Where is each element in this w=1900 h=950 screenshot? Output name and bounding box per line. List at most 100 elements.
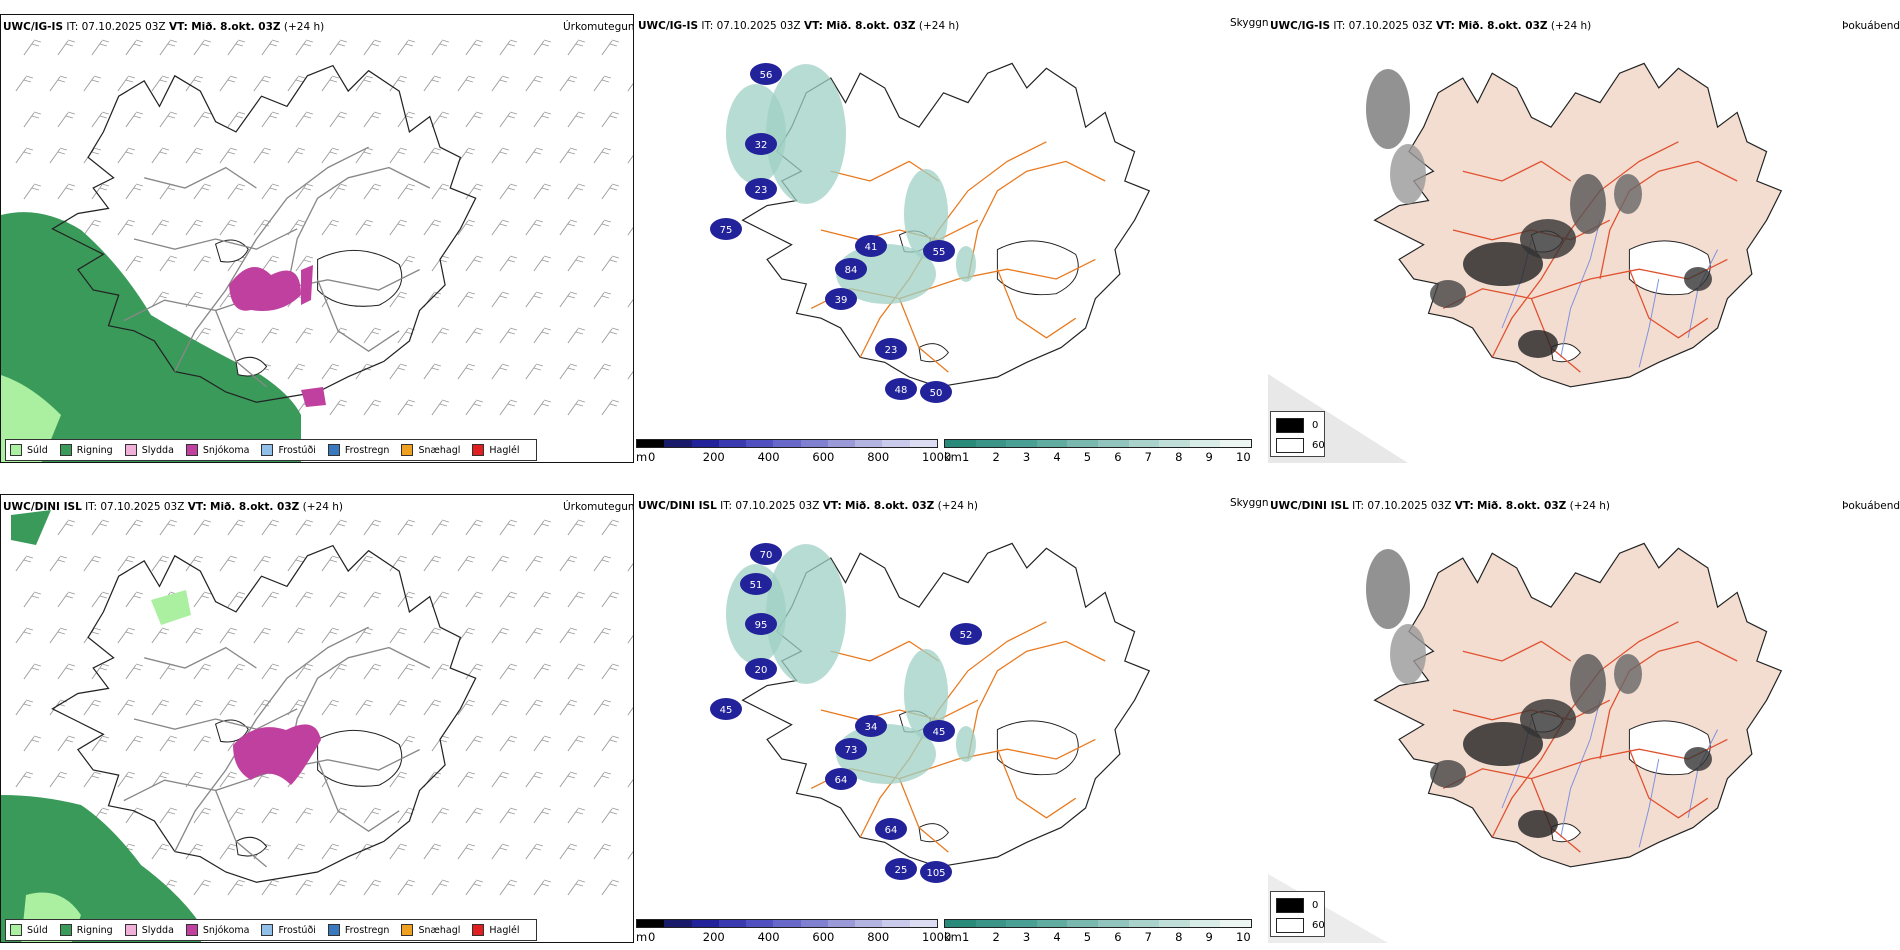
visibility-value: 95 <box>755 620 768 631</box>
road-line <box>1628 268 1709 339</box>
precip-map <box>1 510 633 942</box>
wind-barb <box>295 183 314 200</box>
wind-barb <box>91 39 110 56</box>
wind-barb <box>601 39 620 56</box>
visibility-value: 52 <box>960 630 973 641</box>
wind-barb <box>533 519 552 536</box>
fog-area <box>1430 280 1466 308</box>
wind-barb <box>525 291 544 308</box>
wind-barb <box>567 255 586 272</box>
road-line <box>898 298 949 373</box>
cloud-base-area <box>745 178 777 200</box>
wind-barb <box>431 39 450 56</box>
wind-barb <box>23 183 42 200</box>
fog-area <box>1518 330 1558 358</box>
wind-barb <box>295 39 314 56</box>
legend-label: Súld <box>27 924 48 936</box>
wind-barb <box>593 219 612 236</box>
road-line <box>214 310 268 388</box>
wind-barb <box>363 663 382 680</box>
wind-barb <box>499 255 518 272</box>
wind-barb <box>465 327 484 344</box>
visibility-value: 70 <box>760 550 773 561</box>
road-line <box>133 708 298 730</box>
colorbar-tick: 200 <box>702 930 725 943</box>
wind-barb <box>567 591 586 608</box>
wind-barb <box>117 147 136 164</box>
cloud-base-area <box>923 720 955 742</box>
wind-barb <box>91 519 110 536</box>
legend-swatch <box>10 444 22 456</box>
wind-barb <box>117 219 136 236</box>
wind-barb <box>329 111 348 128</box>
colorbar-cell <box>1128 440 1160 447</box>
cloud-base-area <box>825 288 857 310</box>
visibility-value: 41 <box>865 242 878 253</box>
legend-swatch <box>327 444 340 456</box>
wind-barb <box>431 183 450 200</box>
wind-barb <box>423 699 442 716</box>
wind-barb <box>491 147 510 164</box>
colorbar-tick: 6 <box>1114 450 1122 463</box>
wind-barb <box>321 627 340 644</box>
panel-title: UWC/IG-IS IT: 07.10.2025 03Z VT: Mið. 8.… <box>638 20 960 32</box>
legend-item: Snjókoma <box>185 924 249 936</box>
wind-barb <box>57 663 76 680</box>
colorbar-cell <box>1159 440 1190 447</box>
legend-item: Súld <box>10 924 48 936</box>
legend-item: Frostregn <box>327 444 389 456</box>
visibility-value: 20 <box>755 665 768 676</box>
fog-area <box>1684 267 1712 291</box>
legend-item: Frostúði <box>261 924 316 936</box>
colorbar-tick: 10 <box>1236 450 1251 463</box>
wind-barb <box>627 707 633 716</box>
wind-barb <box>329 519 348 536</box>
legend-label: Snæhagl <box>418 924 461 936</box>
cloud-base-area <box>855 715 887 737</box>
colorbar-cell <box>855 920 883 927</box>
legend-label: 60 <box>1312 920 1325 931</box>
precip-map <box>1 39 633 462</box>
wind-barb <box>601 663 620 680</box>
wind-barb <box>465 735 484 752</box>
legend-item: Snæhagl <box>401 444 460 456</box>
legend-swatch <box>59 924 72 936</box>
wind-barb <box>15 627 34 644</box>
fog-map <box>1268 542 1783 943</box>
visibility-value: 75 <box>720 225 733 236</box>
legend-swatch <box>124 924 137 936</box>
fog-area <box>1366 69 1410 149</box>
wind-barb <box>457 363 476 380</box>
fog-area <box>1520 699 1576 739</box>
wind-barb <box>295 879 314 896</box>
wind-barb <box>321 219 340 236</box>
low-visibility-area <box>904 649 948 739</box>
wind-barb <box>465 663 484 680</box>
wind-barb <box>219 75 238 92</box>
wind-barb <box>117 699 136 716</box>
legend-swatch <box>185 444 198 456</box>
wind-barb <box>125 735 144 752</box>
wind-barb <box>491 843 510 860</box>
wind-barb <box>321 555 340 572</box>
legend-item: Frostúði <box>261 444 316 456</box>
wind-barb <box>457 627 476 644</box>
visibility-map: 70 95 20 45 73 64 34 45 64 25 105 51 52 <box>710 542 1151 883</box>
cloud-base-area <box>875 818 907 840</box>
wind-barb <box>83 771 102 788</box>
wind-barb <box>159 735 178 752</box>
wind-barb <box>287 147 306 164</box>
colorbar-cell <box>773 920 801 927</box>
wind-barb <box>219 843 238 860</box>
cloud-base-area <box>835 258 867 280</box>
wind-barb <box>15 147 34 164</box>
cloud-base-area <box>710 698 742 720</box>
low-visibility-area <box>904 169 948 259</box>
colorbar-cell <box>1220 440 1251 447</box>
wind-barb <box>159 255 178 272</box>
legend-label: Súld <box>27 444 48 456</box>
wind-barb <box>329 663 348 680</box>
legend-item: Snjókoma <box>185 444 249 456</box>
wind-barb <box>533 735 552 752</box>
visibility-value: 50 <box>930 388 943 399</box>
